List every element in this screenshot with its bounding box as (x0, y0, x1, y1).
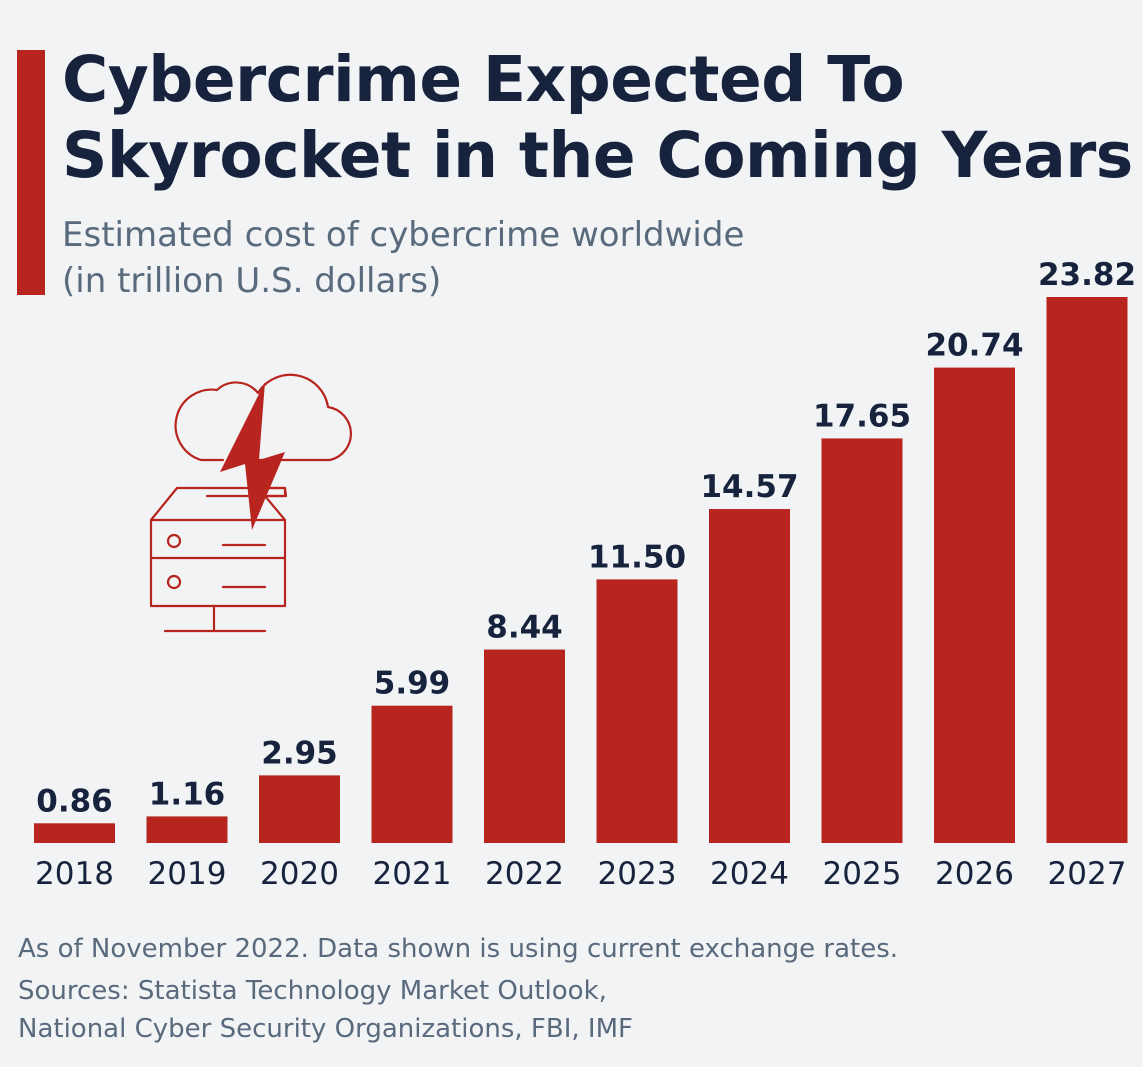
bar-value-label-2018: 0.86 (36, 783, 113, 819)
x-tick-label-2019: 2019 (148, 856, 227, 892)
bar-value-label-2026: 20.74 (925, 328, 1023, 364)
bar-2024 (709, 509, 790, 843)
bar-2021 (371, 705, 453, 843)
bar-value-label-2022: 8.44 (486, 610, 563, 646)
x-tick-label-2023: 2023 (598, 856, 677, 892)
bar-2023 (596, 579, 678, 843)
title-accent-bar (17, 50, 45, 295)
x-tick-label-2021: 2021 (373, 856, 452, 892)
bar-2022 (484, 649, 565, 843)
x-tick-label-2022: 2022 (485, 856, 564, 892)
bar-value-label-2019: 1.16 (149, 776, 226, 812)
bar-value-label-2025: 17.65 (813, 398, 911, 434)
x-tick-label-2025: 2025 (823, 856, 902, 892)
bar-value-label-2021: 5.99 (374, 666, 451, 702)
footer-note: As of November 2022. Data shown is using… (18, 934, 899, 964)
bar-value-label-2023: 11.50 (588, 539, 686, 575)
footer-sources-line-2: National Cyber Security Organizations, F… (18, 1014, 633, 1044)
chart-subtitle-line-1: Estimated cost of cybercrime worldwide (62, 215, 745, 255)
chart-title: Cybercrime Expected To Skyrocket in the … (62, 42, 1133, 194)
cloud-lightning-server-icon (149, 373, 353, 633)
bar-value-label-2020: 2.95 (261, 735, 338, 771)
x-tick-label-2026: 2026 (935, 856, 1014, 892)
bar-2020 (259, 775, 340, 843)
footer-sources-line-1: Sources: Statista Technology Market Outl… (18, 976, 607, 1006)
bar-2019 (146, 816, 228, 843)
chart-subtitle: Estimated cost of cybercrime worldwide (… (62, 212, 744, 304)
x-tick-label-2020: 2020 (260, 856, 339, 892)
bar-2018 (34, 823, 115, 843)
x-tick-label-2018: 2018 (35, 856, 114, 892)
footer: As of November 2022. Data shown is using… (18, 930, 898, 1048)
bar-2027 (1046, 297, 1128, 843)
bar-2025 (821, 438, 903, 843)
x-tick-label-2024: 2024 (710, 856, 789, 892)
bar-value-label-2027: 23.82 (1038, 257, 1136, 293)
chart-title-line-1: Cybercrime Expected To (62, 43, 905, 116)
x-tick-label-2027: 2027 (1048, 856, 1127, 892)
bar-value-label-2024: 14.57 (700, 469, 798, 505)
chart-title-line-2: Skyrocket in the Coming Years (62, 119, 1133, 192)
bar-2026 (934, 367, 1015, 843)
chart-subtitle-line-2: (in trillion U.S. dollars) (62, 261, 442, 301)
